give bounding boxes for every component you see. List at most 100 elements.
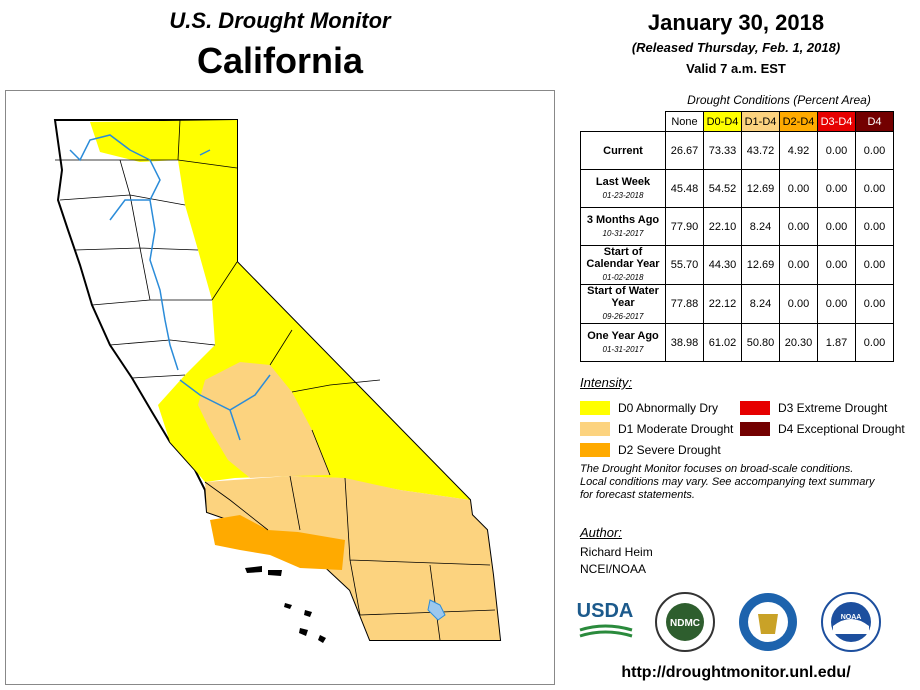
row-date: 01-02-2018 (602, 273, 644, 282)
drought-region (210, 515, 345, 570)
table-head: None D0-D4 D1-D4 D2-D4 D3-D4 D4 (581, 111, 894, 132)
usda-swoosh (579, 624, 633, 638)
table-cell: 0.00 (855, 131, 894, 170)
column-header: D2-D4 (779, 111, 818, 132)
legend-label: D3 Extreme Drought (778, 400, 888, 415)
table-cell: 0.00 (855, 207, 894, 246)
table-cell: 0.00 (855, 284, 894, 324)
table-row: Current 26.67 73.33 43.72 4.92 0.00 0.00 (580, 131, 894, 170)
row-date: 10-31-2017 (602, 228, 644, 238)
table-row: 3 Months Ago 10-31-2017 77.90 22.10 8.24 0.00… (580, 207, 894, 246)
logo-text: NOAA (841, 614, 862, 621)
row-label-cell: Start of Water Year 09-26-2017 (580, 284, 666, 324)
table-cell: 0.00 (817, 284, 856, 324)
logo-text: NDMC (670, 618, 700, 629)
legend-item: D3 Extreme Drought (740, 397, 910, 418)
note: The Drought Monitor focuses on broad-sca… (580, 463, 875, 501)
table-cell: 0.00 (817, 207, 856, 246)
table-body: Current 26.67 73.33 43.72 4.92 0.00 0.00 Last W… (580, 131, 894, 362)
title: U.S. Drought Monitor (169, 8, 391, 33)
legend-swatch (740, 421, 770, 436)
row-label-cell: Current (580, 131, 666, 170)
table-row: Last Week 01-23-2018 45.48 54.52 12.69 0.00 0.… (580, 169, 894, 208)
table-row: One Year Ago 01-31-2017 38.98 61.02 50.80 20.… (580, 323, 894, 362)
legend: D0 Abnormally Dry D1 Moderate Drought D2 S… (580, 397, 910, 463)
table-row: Start of Calendar Year 01-02-2018 55.70 44.… (580, 245, 894, 285)
table-cell: 77.88 (665, 284, 704, 324)
legend-item: D2 Severe Drought (580, 439, 740, 460)
column-header: None (665, 111, 704, 132)
state-name: California (196, 40, 364, 81)
table-cell: 61.02 (703, 323, 742, 362)
row-label: Last Week (595, 175, 651, 188)
logo-text: USDA (577, 600, 634, 622)
table-cell: 4.92 (779, 131, 818, 170)
table-cell: 0.00 (779, 245, 818, 285)
url: http://droughtmonitor.unl.edu/ (621, 664, 851, 681)
legend-swatch (580, 442, 610, 457)
legend-swatch (580, 421, 610, 436)
table-cell: 55.70 (665, 245, 704, 285)
conditions-table: None D0-D4 D1-D4 D2-D4 D3-D4 D4 Current 26.67 7… (580, 111, 894, 362)
legend-label: D0 Abnormally Dry (618, 400, 719, 415)
legend-title: Intensity: (580, 375, 633, 390)
table-cell: 0.00 (817, 245, 856, 285)
row-date: 09-26-2017 (602, 312, 644, 321)
table-cell: 0.00 (779, 284, 818, 324)
lake (427, 599, 446, 621)
table-cell: 54.52 (703, 169, 742, 208)
corner (581, 112, 666, 132)
table-cell: 43.72 (741, 131, 780, 170)
table-cell: 0.00 (855, 323, 894, 362)
row-label: Current (603, 144, 643, 157)
legend-item: D4 Exceptional Drought (740, 418, 910, 439)
table-cell: 0.00 (779, 169, 818, 208)
table-cell: 0.00 (855, 169, 894, 208)
row-label: One Year Ago (587, 329, 659, 342)
table-cell: 22.12 (703, 284, 742, 324)
row-label: Start of Calendar Year (586, 246, 660, 270)
table-cell: 38.98 (665, 323, 704, 362)
author-title: Author: (580, 525, 622, 540)
table-cell: 20.30 (779, 323, 818, 362)
date: January 30, 2018 (647, 10, 825, 35)
map (5, 90, 555, 685)
ndmc-inner (666, 603, 704, 641)
legend-label: D1 Moderate Drought (618, 421, 734, 436)
row-label: Start of Water Year (587, 285, 659, 309)
table-cell: 12.69 (741, 169, 780, 208)
legend-item: D1 Moderate Drought (580, 418, 740, 439)
table-cell: 22.10 (703, 207, 742, 246)
column-header: D4 (855, 111, 894, 132)
legend-swatch (740, 400, 770, 415)
row-date: 01-31-2017 (602, 344, 644, 354)
drought-region (90, 120, 470, 500)
commerce-shield (758, 614, 778, 634)
table-cell: 0.00 (855, 245, 894, 285)
table-cell: 0.00 (817, 131, 856, 170)
table-cell: 44.30 (703, 245, 742, 285)
logos: USDA NDMC NOAA (577, 592, 881, 652)
legend-label: D4 Exceptional Drought (778, 421, 905, 436)
table-cell: 1.87 (817, 323, 856, 362)
author-name: Richard Heim (580, 545, 653, 559)
row-date: 01-23-2018 (602, 190, 644, 200)
table-cell: 8.24 (741, 284, 780, 324)
islands (245, 566, 326, 643)
row-label-cell: Start of Calendar Year 01-02-2018 (580, 245, 666, 285)
legend-label: D2 Severe Drought (618, 442, 721, 457)
row-label: 3 Months Ago (586, 213, 660, 226)
table-cell: 0.00 (817, 169, 856, 208)
column-header: D0-D4 (703, 111, 742, 132)
drought-region (205, 476, 500, 640)
column-header: D1-D4 (741, 111, 780, 132)
valid-time: Valid 7 a.m. EST (686, 61, 786, 76)
row-label-cell: Last Week 01-23-2018 (580, 169, 666, 208)
legend-item: D0 Abnormally Dry (580, 397, 740, 418)
release-date: (Released Thursday, Feb. 1, 2018) (631, 40, 841, 55)
table-cell: 73.33 (703, 131, 742, 170)
table-cell: 26.67 (665, 131, 704, 170)
table-cell: 12.69 (741, 245, 780, 285)
